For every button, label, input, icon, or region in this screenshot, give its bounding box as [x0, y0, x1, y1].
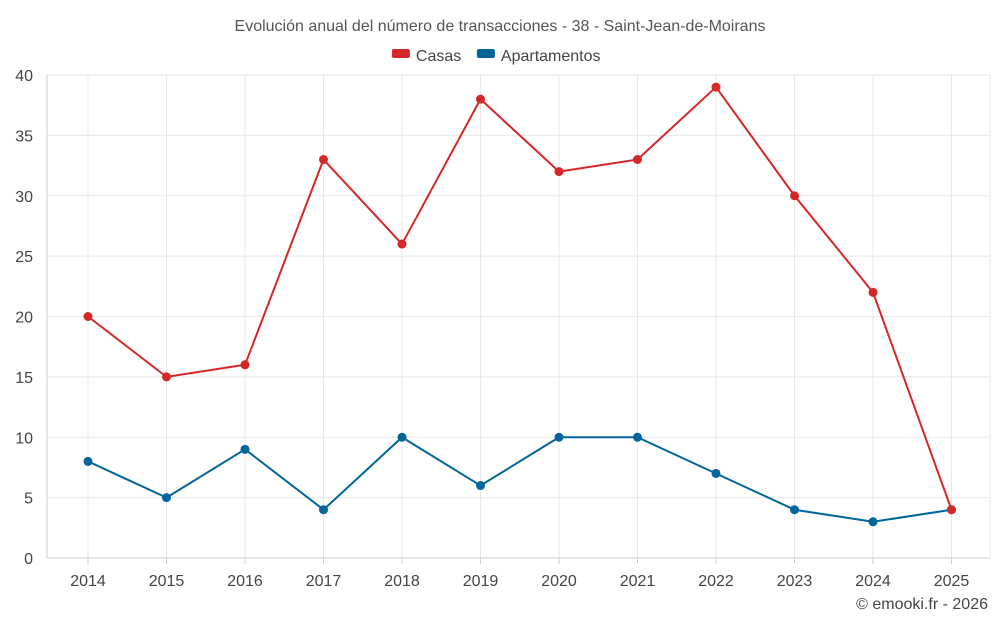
data-point[interactable]: [319, 155, 328, 165]
y-tick-label: 15: [15, 370, 33, 387]
x-tick-label: 2024: [855, 573, 891, 590]
data-point[interactable]: [162, 372, 171, 382]
legend-label: Casas: [416, 48, 461, 65]
chart-title: Evolución anual del número de transaccio…: [235, 18, 766, 35]
data-point[interactable]: [240, 360, 250, 370]
data-point[interactable]: [476, 94, 485, 104]
data-point[interactable]: [397, 432, 407, 442]
data-point[interactable]: [554, 167, 564, 177]
grid: [47, 74, 991, 558]
series-casas: [83, 82, 956, 515]
x-tick-label: 2020: [541, 573, 577, 590]
data-point[interactable]: [633, 432, 642, 442]
x-tick-label: 2015: [149, 573, 185, 590]
x-tick-label: 2014: [70, 573, 106, 590]
data-point[interactable]: [711, 468, 721, 478]
data-point[interactable]: [790, 505, 799, 515]
y-tick-label: 25: [15, 249, 33, 266]
y-tick-label: 10: [15, 430, 33, 447]
series-line-apartamentos: [87, 436, 952, 523]
y-tick-label: 35: [15, 128, 33, 145]
data-point[interactable]: [868, 287, 878, 297]
data-point[interactable]: [868, 517, 878, 527]
credit-text: © emooki.fr - 2026: [856, 596, 988, 613]
data-point[interactable]: [240, 444, 250, 454]
data-point[interactable]: [397, 239, 407, 249]
data-point[interactable]: [554, 432, 564, 442]
data-point[interactable]: [83, 456, 93, 466]
data-point[interactable]: [319, 505, 328, 515]
y-tick-label: 5: [24, 491, 33, 508]
x-tick-label: 2021: [620, 573, 656, 590]
x-tick-label: 2025: [934, 573, 970, 590]
legend-label: Apartamentos: [501, 48, 601, 65]
data-point[interactable]: [162, 493, 171, 503]
legend-swatch: [391, 49, 410, 58]
y-tick-label: 40: [15, 68, 33, 85]
y-tick-label: 0: [24, 551, 33, 568]
data-point[interactable]: [947, 505, 956, 515]
x-tick-label: 2016: [227, 573, 263, 590]
data-point[interactable]: [633, 155, 642, 165]
series-line-casas: [87, 86, 953, 511]
y-tick-label: 30: [15, 189, 33, 206]
x-tick-label: 2023: [777, 573, 813, 590]
data-point[interactable]: [711, 82, 721, 92]
series-layer: [83, 82, 956, 527]
x-tick-label: 2017: [306, 573, 342, 590]
y-tick-label: 20: [15, 310, 33, 327]
legend-item-casas[interactable]: Casas: [391, 48, 461, 65]
data-point[interactable]: [790, 191, 799, 201]
series-apartamentos: [83, 432, 956, 527]
x-tick-label: 2019: [463, 573, 499, 590]
legend: Casas Apartamentos: [391, 48, 601, 65]
data-point[interactable]: [83, 312, 93, 321]
legend-swatch: [476, 49, 495, 58]
data-point[interactable]: [476, 481, 485, 491]
x-tick-label: 2018: [384, 573, 420, 590]
legend-item-apartamentos[interactable]: Apartamentos: [476, 48, 601, 65]
x-tick-label: 2022: [698, 573, 734, 590]
